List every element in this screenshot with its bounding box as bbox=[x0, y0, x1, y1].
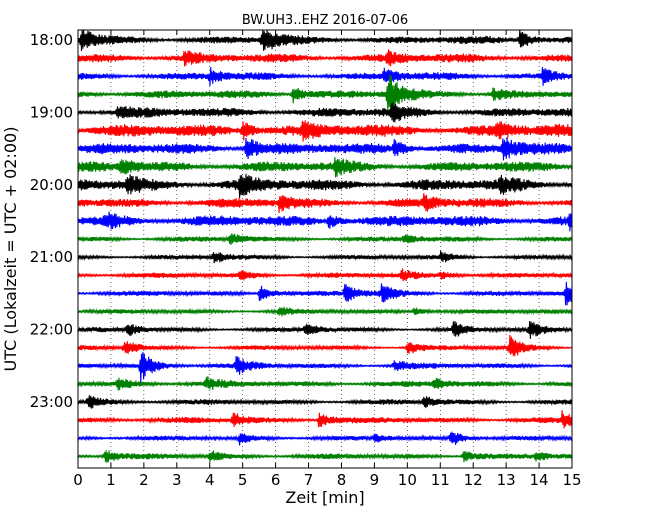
trace-2115 bbox=[78, 268, 572, 282]
y-tick-label: 18:00 bbox=[30, 31, 73, 49]
trace-2015 bbox=[78, 192, 572, 214]
x-tick-label: 4 bbox=[205, 471, 215, 489]
plot-frame bbox=[77, 29, 573, 469]
x-tick-label: 13 bbox=[497, 471, 516, 489]
trace-2030 bbox=[78, 211, 572, 232]
x-tick-label: 9 bbox=[370, 471, 380, 489]
x-tick-label: 8 bbox=[337, 471, 347, 489]
y-tick-label: 20:00 bbox=[30, 176, 73, 194]
x-tick-label: 2 bbox=[139, 471, 149, 489]
x-tick-label: 3 bbox=[172, 471, 182, 489]
trace-2245 bbox=[78, 376, 572, 391]
x-tick-label: 1 bbox=[106, 471, 116, 489]
x-axis: 0 1 2 3 4 5 6 7 8 9 10 11 12 13 14 15 bbox=[73, 30, 582, 489]
trace-1845 bbox=[78, 74, 572, 113]
trace-2045 bbox=[78, 233, 572, 245]
y-axis-label: UTC (Lokalzeit = UTC + 02:00) bbox=[1, 127, 20, 372]
trace-1915 bbox=[78, 120, 572, 142]
y-tick-label: 23:00 bbox=[30, 393, 73, 411]
trace-group bbox=[78, 30, 572, 463]
x-tick-label: 14 bbox=[530, 471, 549, 489]
chart-title: BW.UH3..EHZ 2016-07-06 bbox=[242, 13, 408, 28]
trace-2000 bbox=[78, 173, 572, 199]
trace-2100 bbox=[78, 250, 572, 264]
y-tick-label: 19:00 bbox=[30, 103, 73, 121]
trace-1830 bbox=[78, 67, 572, 86]
trace-1800 bbox=[78, 30, 572, 52]
trace-1930 bbox=[78, 137, 572, 161]
trace-2230 bbox=[78, 351, 572, 383]
x-tick-label: 6 bbox=[271, 471, 281, 489]
trace-2315 bbox=[78, 410, 572, 429]
trace-2345 bbox=[78, 450, 572, 463]
trace-2330 bbox=[78, 431, 572, 446]
trace-2215 bbox=[78, 334, 572, 357]
x-tick-label: 5 bbox=[238, 471, 248, 489]
trace-2300 bbox=[78, 395, 572, 409]
x-tick-label: 12 bbox=[464, 471, 483, 489]
x-tick-label: 10 bbox=[398, 471, 417, 489]
y-tick-label: 22:00 bbox=[30, 321, 73, 339]
trace-2200 bbox=[78, 320, 572, 339]
y-axis: 18:00 19:00 20:00 21:00 22:00 23:00 bbox=[30, 31, 572, 411]
x-tick-label: 11 bbox=[431, 471, 450, 489]
trace-1900 bbox=[78, 102, 572, 123]
trace-2145 bbox=[78, 306, 572, 317]
x-tick-label: 7 bbox=[304, 471, 314, 489]
trace-1945 bbox=[78, 157, 572, 178]
trace-2130 bbox=[78, 281, 572, 306]
x-tick-label: 0 bbox=[73, 471, 83, 489]
x-axis-label: Zeit [min] bbox=[285, 488, 364, 507]
trace-1815 bbox=[78, 49, 572, 67]
y-tick-label: 21:00 bbox=[30, 248, 73, 266]
x-tick-label: 15 bbox=[562, 471, 581, 489]
